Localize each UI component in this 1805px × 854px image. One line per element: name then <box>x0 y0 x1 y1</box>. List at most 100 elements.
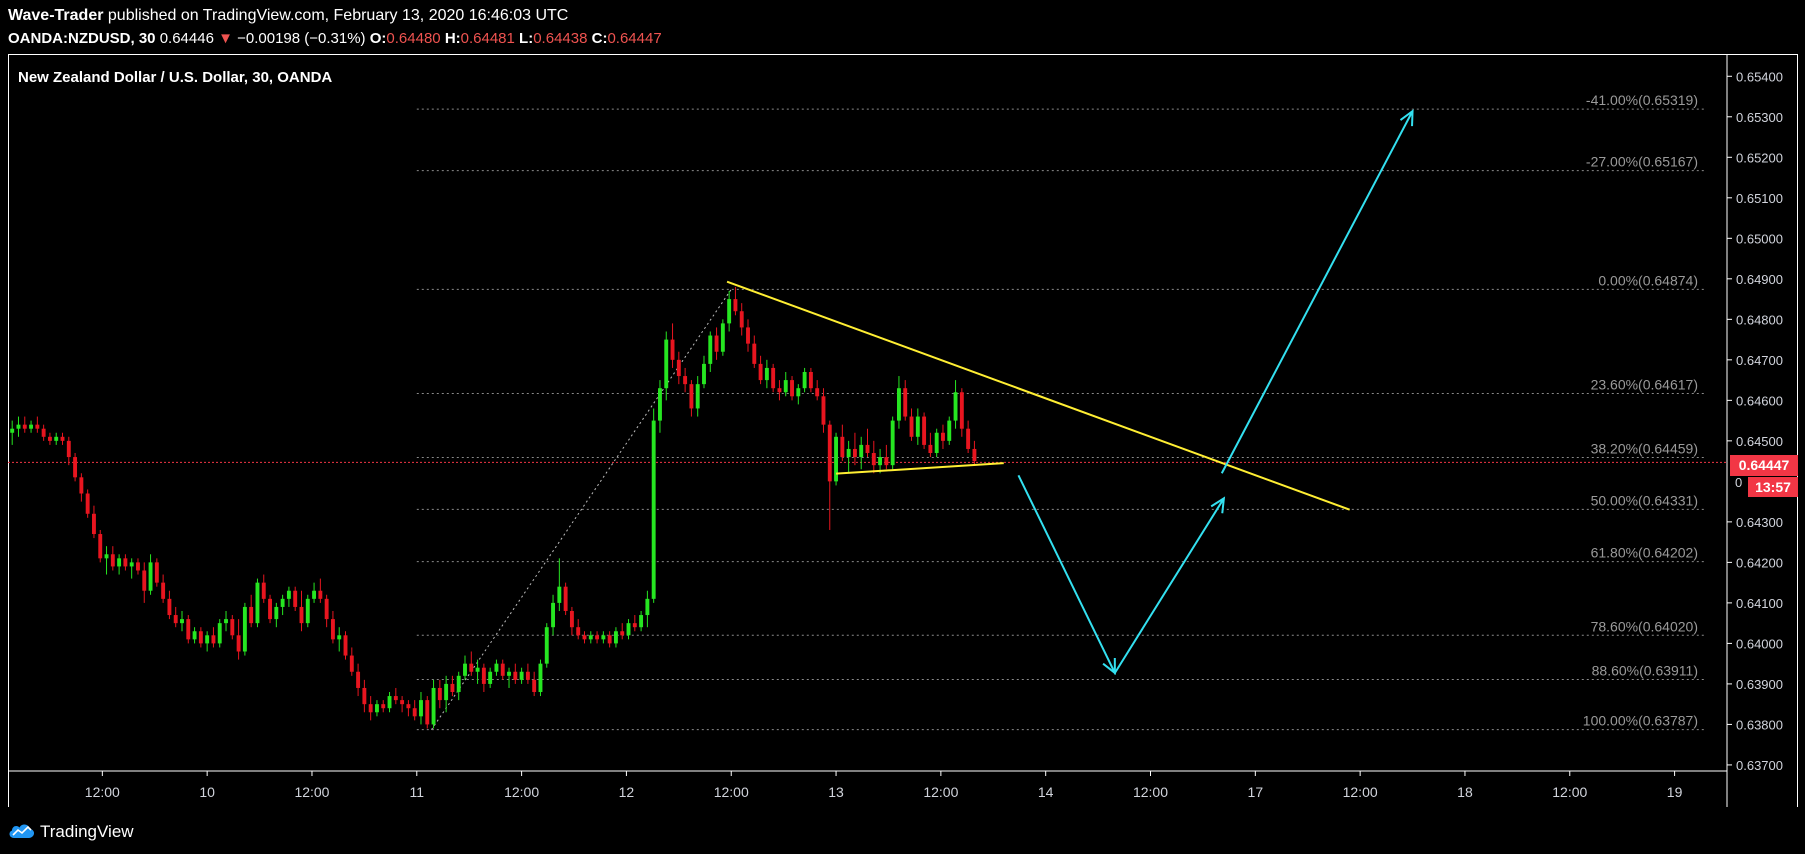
candle-body-up <box>255 582 260 624</box>
projection-arrowhead[interactable] <box>1399 109 1414 127</box>
chart-frame[interactable]: New Zealand Dollar / U.S. Dollar, 30, OA… <box>8 54 1798 807</box>
candle-body-up <box>846 448 851 458</box>
time-tick-label: 11 <box>410 784 425 800</box>
price-tick-label: 0.64700 <box>1736 353 1783 368</box>
candle-body-down <box>142 570 147 591</box>
chart-header: Wave-Trader published on TradingView.com… <box>8 4 1798 50</box>
candle-body-up <box>494 663 499 672</box>
price-tick-label: 0.63700 <box>1736 758 1783 773</box>
low-value: 0.64438 <box>533 30 588 47</box>
price-axis[interactable]: 0.65400 0.65300 0.65200 0.65100 0.65000 0.649… <box>1727 69 1783 773</box>
candle-body-up <box>224 619 228 624</box>
candle-body-up <box>280 598 285 607</box>
candle-body-down <box>362 687 367 705</box>
candle-body-up <box>312 590 317 599</box>
candle-body-down <box>513 671 518 680</box>
candle-body-up <box>205 635 210 644</box>
time-tick-label: 10 <box>199 784 215 800</box>
close-label: C: <box>591 30 608 47</box>
candle-body-up <box>708 335 713 364</box>
candle-body-down <box>230 619 235 636</box>
candle-body-up <box>16 424 21 429</box>
candle-body-down <box>412 708 417 717</box>
candle-body-up <box>557 586 562 603</box>
time-axis[interactable]: 12:00 10 12:00 11 12:00 12 12:00 13 12:00 14 12:00… <box>85 771 1683 800</box>
candle-body-down <box>154 562 159 583</box>
down-arrow-icon: ▼ <box>218 30 233 47</box>
chart-title: New Zealand Dollar / U.S. Dollar, 30, OA… <box>18 69 332 86</box>
price-tick-label: 0.65300 <box>1736 110 1783 125</box>
candle-body-down <box>469 663 474 672</box>
candle-body-up <box>375 704 379 713</box>
tradingview-brand[interactable]: TradingView <box>40 822 134 841</box>
trendline[interactable] <box>835 462 1004 475</box>
low-label: L: <box>519 30 534 47</box>
candle-body-up <box>519 671 524 680</box>
fib-level-label: 88.60%(0.63911) <box>1592 662 1698 678</box>
candle-body-up <box>796 388 801 397</box>
author-name[interactable]: Wave-Trader <box>8 7 104 24</box>
price-tick-label: 0.64500 <box>1736 434 1783 449</box>
candle-body-up <box>419 700 423 717</box>
candle-body-down <box>167 598 172 616</box>
candle-body-down <box>563 586 568 611</box>
candle-body-up <box>947 420 952 441</box>
time-tick-label: 14 <box>1038 784 1054 800</box>
price-tick-label: 0.65100 <box>1736 191 1783 206</box>
candle-body-up <box>337 635 342 640</box>
candle-body-up <box>274 606 279 620</box>
candle-body-up <box>444 683 449 701</box>
candle-body-up <box>601 635 606 640</box>
candle-body-down <box>620 631 625 636</box>
candle-body-down <box>236 635 241 652</box>
candle-body-up <box>544 627 549 664</box>
candle-body-down <box>400 700 405 705</box>
candle-body-down <box>909 416 914 437</box>
projection-arrowhead[interactable] <box>1210 496 1226 514</box>
drawings[interactable] <box>726 109 1414 676</box>
price-tick-label: 0.65000 <box>1736 231 1783 246</box>
candle-body-down <box>500 663 505 676</box>
candle-body-up <box>834 436 839 482</box>
candle-body-up <box>859 444 864 458</box>
candle-body-down <box>299 606 304 624</box>
candle-body-up <box>953 392 958 421</box>
candle-body-down <box>349 655 354 672</box>
projection-breakout-line[interactable] <box>1220 110 1414 474</box>
candle-body-down <box>670 339 675 360</box>
candle-body-down <box>79 477 84 494</box>
candle-body-up <box>896 388 901 421</box>
trendline[interactable] <box>726 280 1351 511</box>
fib-level-label: -27.00%(0.65167) <box>1586 154 1698 170</box>
candle-body-down <box>808 371 813 389</box>
candle-body-down <box>739 311 744 328</box>
fib-level-label: 50.00%(0.64331) <box>1591 492 1698 508</box>
candle-body-down <box>903 388 908 417</box>
fib-level-label: 78.60%(0.64020) <box>1591 618 1698 634</box>
candle-body-up <box>431 687 436 725</box>
tradingview-cloud-icon[interactable] <box>8 822 36 840</box>
high-label: H: <box>444 30 461 47</box>
candlestick-chart[interactable]: New Zealand Dollar / U.S. Dollar, 30, OA… <box>8 54 1798 807</box>
candle-body-down <box>884 457 889 466</box>
fib-level-label: 61.80%(0.64202) <box>1591 545 1698 561</box>
time-tick-label: 12 <box>619 784 635 800</box>
candle-body-down <box>607 635 612 644</box>
candle-body-up <box>242 606 247 652</box>
candle-body-down <box>871 453 876 466</box>
candle-body-down <box>752 343 757 364</box>
fib-retracement[interactable]: -41.00%(0.65319) -27.00%(0.65167) 0.00%(0.… <box>8 92 1727 731</box>
candle-body-down <box>85 493 90 514</box>
candle-body-down <box>343 635 348 656</box>
candle-body-up <box>538 663 543 693</box>
candle-body-down <box>758 363 763 381</box>
candle-body-down <box>136 562 140 571</box>
symbol-label[interactable]: OANDA:NZDUSD, 30 <box>8 30 156 47</box>
candle-body-up <box>658 388 662 421</box>
projection-arrowhead[interactable] <box>1102 657 1116 676</box>
candle-body-down <box>525 671 530 680</box>
candle-body-down <box>35 424 40 429</box>
fib-anchor-line[interactable] <box>431 289 732 730</box>
candle-body-down <box>293 590 298 607</box>
candle-body-up <box>613 631 618 644</box>
